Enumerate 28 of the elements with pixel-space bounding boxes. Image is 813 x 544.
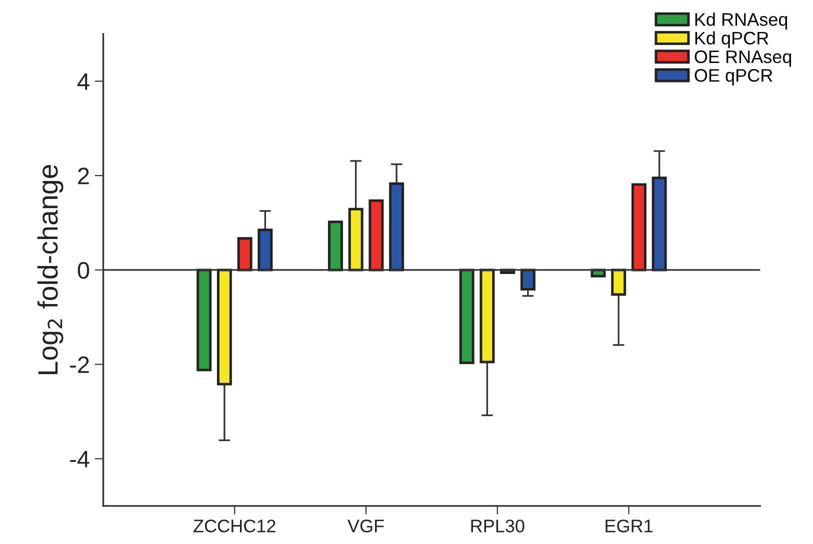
x-tick-label: ZCCHC12: [194, 520, 276, 532]
bar: [611, 268, 626, 296]
y-axis-title: Log$_{2}$ fold-change: [37, 164, 64, 374]
legend-label: OE RNAseq: [694, 50, 792, 67]
bar: [328, 220, 343, 272]
bar: [652, 176, 667, 272]
bar: [459, 268, 474, 364]
x-tick-label: RPL30: [471, 520, 524, 532]
legend-label: Kd RNAseq: [695, 12, 788, 30]
x-tick-label: EGR1: [606, 520, 652, 532]
y-tick-label: 4: [77, 74, 90, 90]
y-tick-label: -4: [70, 451, 90, 468]
y-tick-label: 2: [78, 168, 89, 184]
legend-label: Kd qPCR: [695, 31, 768, 48]
bar: [368, 199, 384, 272]
bar: [348, 208, 364, 272]
bar: [631, 183, 646, 272]
x-tick-label: VGF: [348, 520, 384, 532]
bar: [237, 237, 252, 272]
bar: [258, 228, 273, 272]
bar: [480, 268, 495, 364]
bar: [196, 268, 212, 372]
legend-label: OE qPCR: [694, 69, 772, 86]
y-tick-label: -2: [70, 356, 89, 373]
bar: [389, 182, 404, 272]
bar: [520, 268, 536, 291]
bar: [216, 268, 232, 386]
y-tick-label: 0: [78, 262, 90, 279]
